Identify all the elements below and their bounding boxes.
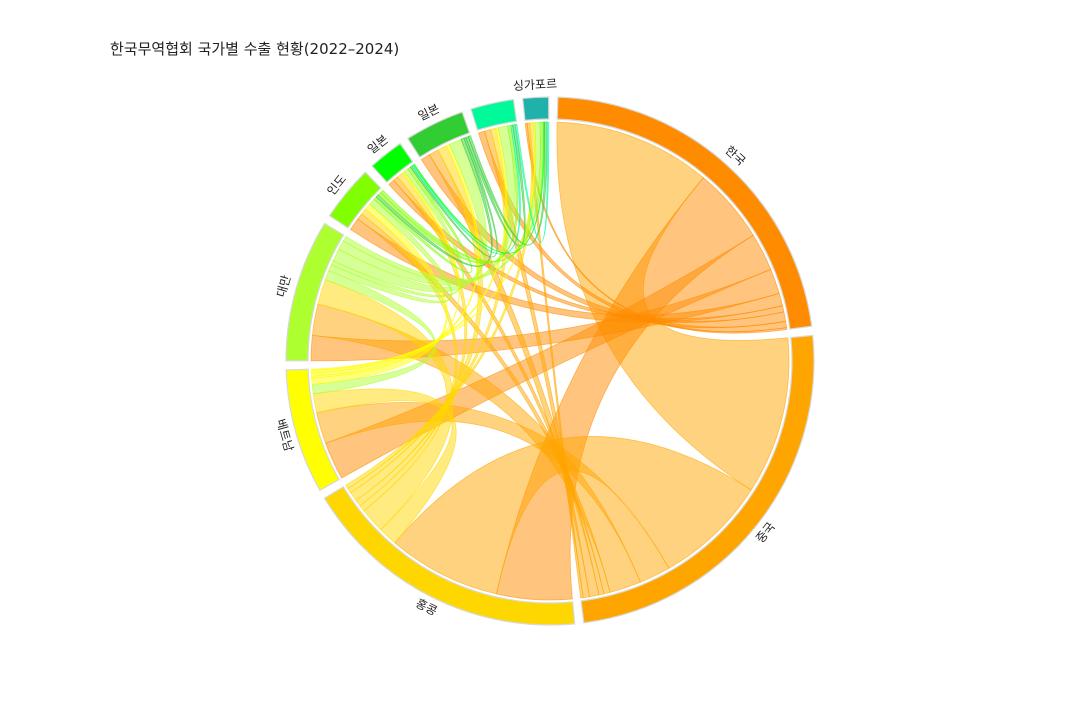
chord-ribbon-7-9[interactable] [467,121,548,246]
chord-ribbon-0-9[interactable] [524,122,788,334]
chord-ribbon-3-9[interactable] [310,122,537,371]
group-label-7: 일본 [416,101,442,123]
chord-ribbon-3-4[interactable] [311,270,436,395]
chord-ribbon-4-5[interactable] [328,198,453,304]
chord-ribbon-4-9[interactable] [342,121,541,282]
group-arc-8[interactable] [470,98,518,131]
chart-title: 한국무역협회 국가별 수출 현황(2022–2024) [110,40,400,58]
chord-ribbon-6-9[interactable] [412,121,545,254]
group-arc-layer [285,96,815,626]
group-arc-2[interactable] [323,485,576,626]
group-arc-1[interactable] [580,334,815,624]
ribbon-layer [310,121,790,601]
chord-ribbon-2-9[interactable] [345,122,536,490]
group-arc-0[interactable] [556,96,813,330]
group-label-4: 대만 [274,274,293,299]
chord-ribbon-4-7[interactable] [332,138,488,293]
chord-ribbon-2-3[interactable] [312,388,457,544]
group-arc-5[interactable] [328,171,382,229]
chord-ribbon-5-7[interactable] [375,137,493,267]
group-arc-6[interactable] [371,142,414,184]
chord-ribbon-6-7[interactable] [409,136,498,258]
group-arc-3[interactable] [285,368,340,492]
group-arc-4[interactable] [285,222,345,362]
group-label-9: 싱가포르 [513,77,558,93]
group-label-3: 베트남 [273,417,295,453]
group-arc-7[interactable] [407,111,471,158]
chord-ribbon-4-6[interactable] [330,168,464,298]
chord-ribbon-5-6[interactable] [373,166,473,274]
group-arc-9[interactable] [522,96,550,121]
chord-ribbon-8-9[interactable] [514,121,550,243]
chord-ribbon-5-9[interactable] [380,121,544,263]
